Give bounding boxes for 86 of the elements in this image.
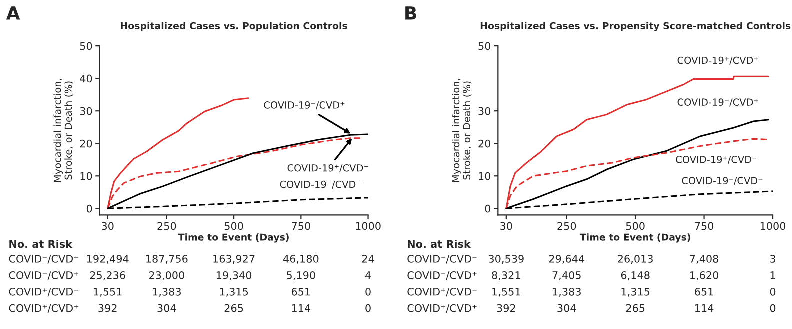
text: 19,340 [216, 272, 252, 280]
text: 114 [695, 304, 714, 312]
x-tick-label: 30 [102, 222, 114, 230]
text: 651 [292, 288, 310, 296]
annotation: COVID-19⁻/CVD⁻ [682, 177, 763, 186]
x-tick-label: 500 [224, 222, 244, 230]
text: 392 [497, 304, 516, 312]
x-tick-label: 500 [626, 222, 645, 230]
text: 25,236 [90, 272, 126, 280]
text: COVID⁺/CVD⁻ [408, 288, 477, 297]
text: 1,551 [492, 288, 520, 297]
text: 187,756 [146, 255, 188, 264]
y-tick-label: 0 [485, 204, 491, 213]
text: 23,000 [149, 272, 184, 280]
y-tick-label: 30 [80, 107, 92, 116]
chart-title: Hospitalized Cases vs. Propensity Score-matched Controls [480, 22, 791, 32]
x-tick-label: 1000 [760, 222, 786, 230]
y-tick-label: 50 [478, 42, 491, 50]
y-tick-label: 10 [80, 172, 92, 180]
text: 5,190 [287, 272, 316, 280]
text: 30,539 [488, 255, 524, 264]
x-tick-label: 30 [500, 222, 512, 230]
text: COVID⁺/CVD⁻ [9, 288, 78, 297]
text: 1,315 [622, 288, 650, 297]
text: 0 [770, 304, 776, 312]
text: 114 [292, 304, 311, 312]
y-tick-label: 20 [478, 140, 491, 148]
annotation: COVID-19⁺/CVD⁺ [678, 56, 758, 65]
text: 7,405 [552, 272, 581, 280]
x-tick-label: 750 [292, 222, 310, 230]
text: COVID⁻/CVD⁻ [408, 255, 477, 264]
y-tick-label: 20 [80, 140, 92, 148]
x-axis-title: Time to Event (Days) [580, 234, 690, 243]
text: COVID⁺/CVD⁺ [9, 304, 78, 314]
y-tick-label: 40 [80, 74, 92, 83]
text: 1,383 [153, 288, 181, 297]
text: No. at Risk [408, 240, 472, 248]
x-tick-label: 750 [695, 222, 714, 230]
text: 1,620 [690, 272, 719, 280]
text: 3 [770, 255, 776, 263]
text: 392 [98, 304, 117, 312]
x-tick-label: 250 [158, 222, 176, 230]
annotation: COVID-19⁺/CVD⁻ [676, 156, 757, 164]
text: 7,408 [690, 255, 718, 264]
text: A [6, 6, 20, 20]
text: 26,013 [618, 255, 653, 264]
y-tick-label: 30 [478, 107, 491, 116]
text: 1,383 [553, 288, 581, 297]
text: 304 [558, 304, 576, 312]
text: COVID⁻/CVD⁺ [9, 272, 78, 280]
text: 1 [770, 272, 776, 280]
annotation: COVID-19⁻/CVD⁻ [280, 180, 361, 190]
text: 0 [770, 288, 776, 296]
text: 6,148 [621, 272, 650, 280]
text: 163,927 [214, 255, 255, 264]
annotation: COVID-19⁻/CVD⁺ [264, 102, 345, 110]
y-axis-title: Myocardial infarction, Stroke, or Death (%) [54, 79, 74, 182]
text: 29,644 [549, 255, 585, 264]
text: 192,494 [87, 255, 129, 264]
y-tick-label: 0 [86, 204, 92, 213]
text: 1,315 [220, 288, 248, 297]
y-tick-label: 50 [80, 42, 92, 50]
text: COVID⁻/CVD⁺ [408, 272, 477, 280]
text: 265 [626, 304, 645, 312]
text: 24 [362, 255, 374, 263]
text: B [406, 6, 416, 20]
text: 1,551 [94, 288, 122, 297]
text: 304 [158, 304, 176, 312]
text: 4 [365, 272, 372, 280]
text: 8,321 [492, 272, 520, 280]
x-tick-label: 250 [558, 222, 576, 230]
y-axis-title: Myocardial infarction, Stroke, or Death (%) [452, 79, 472, 182]
text: 265 [224, 304, 244, 312]
text: COVID⁺/CVD⁺ [408, 304, 477, 314]
text: 0 [366, 288, 371, 296]
text: COVID⁻/CVD⁻ [9, 255, 78, 264]
annotation: COVID-19⁻/CVD⁺ [678, 98, 758, 107]
annotation: COVID-19⁺/CVD⁻ [288, 164, 368, 173]
x-tick-label: 1000 [356, 222, 381, 230]
text: No. at Risk [10, 240, 73, 248]
chart-title: Hospitalized Cases vs. Population Controls [121, 22, 348, 32]
text: 651 [695, 288, 714, 296]
x-axis-title: Time to Event (Days) [178, 234, 289, 243]
y-tick-label: 10 [479, 172, 491, 180]
text: 46,180 [283, 255, 319, 264]
text: 0 [366, 304, 371, 312]
